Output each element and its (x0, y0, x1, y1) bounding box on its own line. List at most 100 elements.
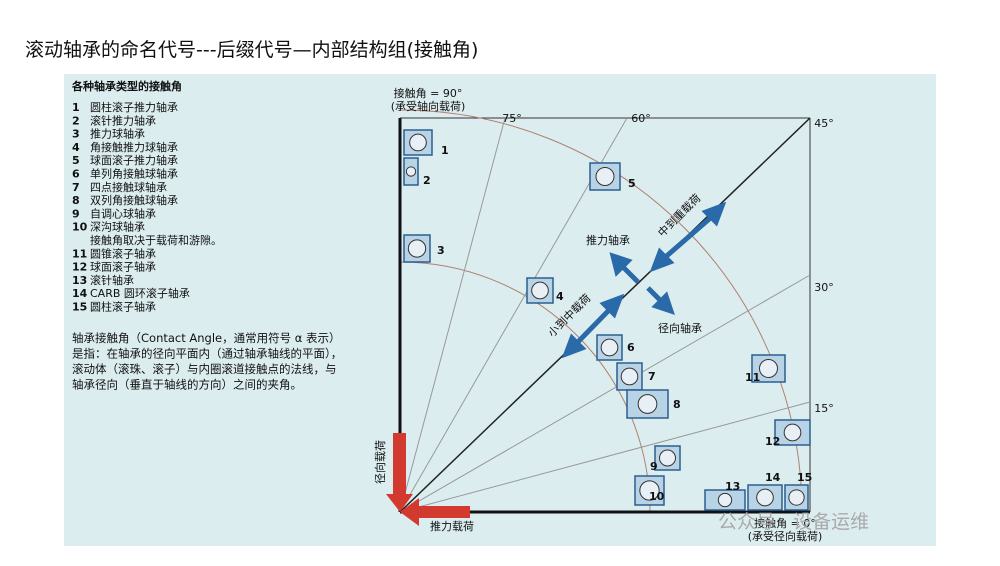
item-label: 角接触推力球轴承 (90, 140, 178, 154)
arrowhead (386, 494, 413, 512)
angle-label: 60° (631, 112, 651, 125)
force-arrows (386, 433, 470, 526)
item-note: 接触角取决于载荷和游隙。 (90, 233, 222, 247)
angle-label: 30° (814, 281, 834, 294)
bearing-number: 8 (673, 398, 681, 411)
item-number: 6 (72, 168, 80, 181)
arrow (393, 433, 406, 495)
rolling-element (407, 239, 427, 258)
angle-label: 45° (814, 117, 834, 130)
outer-arc (399, 109, 803, 513)
rolling-element (409, 133, 427, 152)
top-sub: (承受轴向载荷) (391, 99, 466, 113)
item-number: 11 (72, 247, 87, 260)
angle-label: 75° (502, 112, 522, 125)
item-label: CARB 圆环滚子轴承 (90, 286, 190, 300)
bearing-number: 9 (650, 460, 658, 473)
item-number: 10 (72, 221, 88, 234)
item-label: 双列角接触球轴承 (90, 193, 178, 207)
bearing-number: 6 (627, 341, 635, 354)
bearing-number: 7 (648, 370, 656, 383)
item-number: 14 (72, 287, 88, 300)
item-number: 8 (72, 194, 80, 207)
rolling-element (759, 359, 778, 378)
arrowhead (599, 293, 625, 319)
bearing-number: 5 (628, 177, 636, 190)
arrowhead (400, 498, 419, 526)
diagram: 接触角 = 90° (承受轴向载荷) 接触角 = 0° (承受径向载荷) 75°… (373, 86, 834, 543)
radial-load-label: 径向载荷 (373, 440, 387, 484)
description-line: 轴承径向（垂直于轴线的方向）之间的夹角。 (72, 378, 302, 392)
rolling-element (637, 394, 658, 414)
load-arrows (561, 201, 727, 359)
bearing-number: 13 (725, 480, 740, 493)
top-label: 接触角 = 90° (394, 86, 463, 100)
item-label: 单列角接触球轴承 (90, 167, 178, 181)
arrowhead (701, 201, 727, 227)
bearing-number: 14 (765, 471, 781, 484)
bearing-number: 3 (437, 244, 445, 257)
item-number: 13 (72, 274, 87, 287)
bearing-number: 11 (745, 371, 760, 384)
arrowhead (609, 252, 633, 277)
item-number: 7 (72, 181, 80, 194)
rolling-element (783, 423, 802, 442)
item-label: 滚针推力轴承 (90, 113, 156, 127)
arrowhead (561, 333, 587, 359)
rolling-element (531, 281, 549, 300)
rolling-element (595, 167, 615, 186)
item-label: 自调心球轴承 (90, 206, 156, 220)
angle-line (399, 401, 811, 513)
item-number: 15 (72, 301, 87, 314)
item-number: 1 (72, 101, 80, 114)
rolling-element (788, 489, 805, 506)
description-line: 是指：在轴承的径向平面内（通过轴承轴线的平面）， (72, 347, 342, 361)
panel (64, 74, 936, 546)
item-label: 圆锥滚子轴承 (90, 246, 156, 260)
item-label: 推力球轴承 (90, 127, 145, 141)
description-line: 滚动体（滚珠、滚子）与内圈滚道接触点的法线，与 (72, 362, 337, 376)
item-number: 5 (72, 154, 80, 167)
radial-label: 径向轴承 (658, 321, 702, 335)
item-number: 9 (72, 207, 80, 220)
thrust-label: 推力轴承 (586, 233, 630, 247)
item-label: 滚针轴承 (90, 273, 134, 287)
item-number: 4 (72, 141, 80, 154)
bearing-number: 15 (797, 471, 812, 484)
item-number: 3 (72, 128, 80, 141)
item-label: 四点接触球轴承 (90, 180, 167, 194)
bearing-number: 2 (423, 174, 431, 187)
arrowhead (651, 291, 675, 315)
angle-label: 15° (814, 402, 834, 415)
rolling-element (756, 488, 774, 507)
angle-line (399, 274, 811, 513)
bearing-number: 12 (765, 435, 780, 448)
rolling-element (717, 492, 733, 508)
title: 滚动轴承的命名代号---后缀代号—内部结构组(接触角) (25, 39, 478, 61)
item-label: 深沟球轴承 (90, 220, 145, 234)
bottom-sub: (承受径向载荷) (748, 529, 823, 543)
panel-heading: 各种轴承类型的接触角 (71, 79, 182, 93)
angle-line (399, 117, 506, 513)
angle-line (399, 117, 628, 513)
rolling-element (620, 367, 639, 386)
rolling-element (659, 449, 676, 467)
item-number: 12 (72, 261, 87, 274)
bearing-number: 10 (649, 490, 665, 503)
description-line: 轴承接触角（Contact Angle，通常用符号 α 表示） (72, 331, 341, 345)
item-label: 球面滚子轴承 (90, 260, 156, 274)
arrowhead (649, 247, 675, 273)
rolling-element (600, 338, 619, 357)
thrust-load-label: 推力载荷 (430, 519, 474, 533)
item-label: 圆柱滚子推力轴承 (90, 100, 178, 114)
rolling-element (405, 166, 417, 177)
item-label: 圆柱滚子轴承 (90, 300, 156, 314)
item-number: 2 (72, 114, 80, 127)
bearing-number: 1 (441, 144, 449, 157)
rolling-element (639, 480, 660, 501)
arrow (572, 304, 615, 348)
watermark: 公众号 · 设备运维 (718, 511, 869, 533)
arrow (418, 506, 470, 518)
bottom-label: 接触角 = 0° (754, 516, 816, 530)
